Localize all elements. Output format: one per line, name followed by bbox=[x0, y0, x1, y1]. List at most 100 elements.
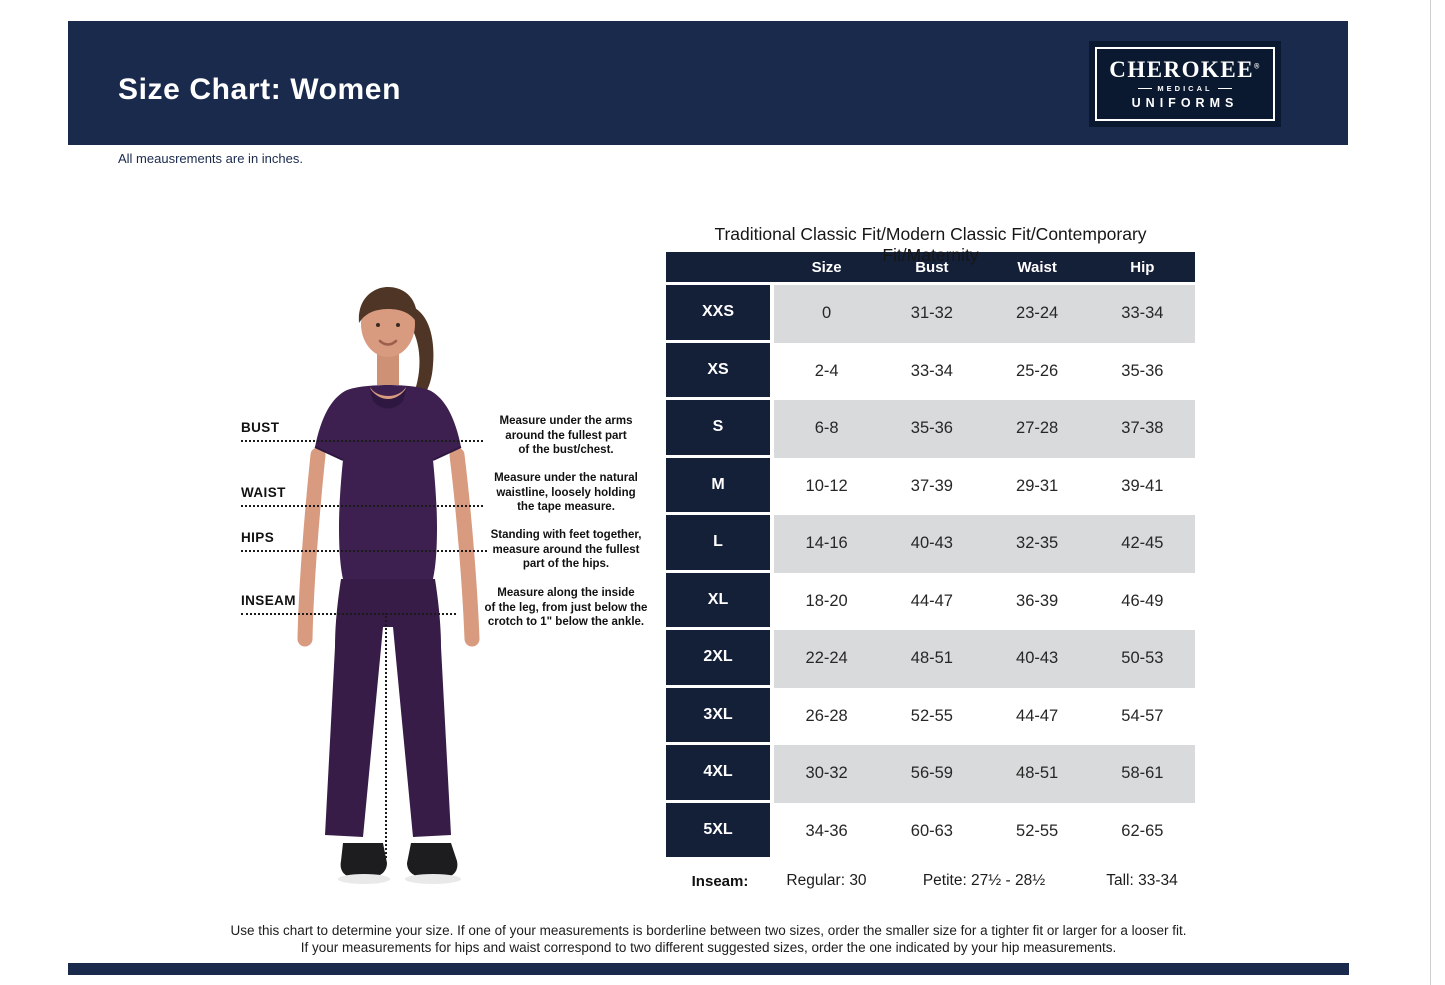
header-band: Size Chart: Women CHEROKEE® MEDICAL UNIF… bbox=[68, 21, 1348, 145]
size-name-cell: XS bbox=[666, 342, 770, 397]
bust-value-cell: 48-51 bbox=[910, 649, 953, 668]
instruction-inseam: Measure along the inside of the leg, fro… bbox=[484, 587, 648, 629]
v-neck-trim bbox=[369, 387, 407, 409]
measure-line-bust bbox=[241, 440, 483, 442]
bust-value-cell: 37-39 bbox=[910, 476, 953, 495]
table-row: L 14-16 40-43 32-35 42-45 bbox=[666, 515, 1195, 573]
measure-line-hips bbox=[241, 550, 487, 552]
waist-value-cell: 36-39 bbox=[1016, 591, 1059, 610]
measure-label-inseam: INSEAM bbox=[241, 593, 296, 608]
size-name-cell: S bbox=[666, 400, 770, 455]
waist-value-cell: 40-43 bbox=[1016, 649, 1059, 668]
table-row: 2XL 22-24 48-51 40-43 50-53 bbox=[666, 630, 1195, 688]
brand-logo-frame: CHEROKEE® MEDICAL UNIFORMS bbox=[1095, 47, 1275, 121]
left-sole bbox=[338, 874, 390, 884]
size-name-cell: M bbox=[666, 457, 770, 512]
logo-right-rule bbox=[1217, 88, 1232, 89]
col-header-bust: Bust bbox=[915, 258, 949, 276]
right-sole bbox=[405, 874, 461, 884]
table-row: XS 2-4 33-34 25-26 35-36 bbox=[666, 342, 1195, 401]
waist-value-cell: 23-24 bbox=[1016, 304, 1059, 323]
table-body: XXS 0 31-32 23-24 33-34 XS 2-4 33-34 25-… bbox=[666, 285, 1195, 860]
table-row: S 6-8 35-36 27-28 37-38 bbox=[666, 400, 1195, 458]
scrub-top bbox=[315, 385, 461, 579]
bust-value-cell: 44-47 bbox=[910, 591, 953, 610]
left-shoe bbox=[340, 843, 387, 877]
inseam-row: Inseam: Regular: 30 Petite: 27½ - 28½ Ta… bbox=[666, 868, 1195, 894]
smile bbox=[378, 339, 398, 346]
logo-brand-text: CHEROKEE® bbox=[1109, 58, 1261, 81]
size-name-cell: XXS bbox=[666, 285, 770, 340]
size-value-cell: 2-4 bbox=[814, 361, 839, 380]
size-value-cell: 10-12 bbox=[805, 476, 848, 495]
table-row: XL 18-20 44-47 36-39 46-49 bbox=[666, 572, 1195, 631]
hair bbox=[358, 287, 418, 323]
footer-note-line2: If your measurements for hips and waist … bbox=[300, 940, 1117, 955]
hip-value-cell: 39-41 bbox=[1121, 476, 1164, 495]
logo-left-rule bbox=[1138, 88, 1153, 89]
hair-front bbox=[359, 299, 417, 323]
table-row: 4XL 30-32 56-59 48-51 58-61 bbox=[666, 745, 1195, 803]
table-header-row: Size Bust Waist Hip bbox=[666, 252, 1195, 282]
size-value-cell: 14-16 bbox=[805, 534, 848, 553]
brand-logo: CHEROKEE® MEDICAL UNIFORMS bbox=[1090, 42, 1280, 126]
waist-value-cell: 25-26 bbox=[1016, 361, 1059, 380]
hip-value-cell: 46-49 bbox=[1121, 591, 1164, 610]
model-photo-illustration bbox=[297, 287, 480, 884]
logo-uniforms-text: UNIFORMS bbox=[1131, 96, 1239, 110]
page-title: Size Chart: Women bbox=[118, 73, 402, 106]
bust-value-cell: 52-55 bbox=[910, 706, 953, 725]
right-shoe bbox=[407, 843, 458, 877]
registered-mark: ® bbox=[1254, 63, 1261, 71]
inseam-regular: Regular: 30 bbox=[786, 872, 867, 889]
hip-value-cell: 42-45 bbox=[1121, 534, 1164, 553]
bust-value-cell: 35-36 bbox=[910, 419, 953, 438]
waist-value-cell: 29-31 bbox=[1016, 476, 1059, 495]
footer-note-line1: Use this chart to determine your size. I… bbox=[230, 923, 1187, 938]
waist-value-cell: 32-35 bbox=[1016, 534, 1059, 553]
table-row: 3XL 26-28 52-55 44-47 54-57 bbox=[666, 687, 1195, 746]
hip-value-cell: 37-38 bbox=[1121, 419, 1164, 438]
logo-medical-row: MEDICAL bbox=[1138, 84, 1232, 93]
footer-note: Use this chart to determine your size. I… bbox=[68, 922, 1349, 956]
measure-label-bust: BUST bbox=[241, 420, 280, 435]
size-name-cell: XL bbox=[666, 572, 770, 627]
right-arm bbox=[449, 447, 480, 647]
footer-bar bbox=[68, 963, 1349, 975]
hip-value-cell: 58-61 bbox=[1121, 764, 1164, 783]
instruction-waist: Measure under the natural waistline, loo… bbox=[494, 472, 638, 514]
table-row: XXS 0 31-32 23-24 33-34 bbox=[666, 285, 1195, 343]
instruction-bust: Measure under the arms around the fulles… bbox=[499, 415, 633, 457]
col-header-waist: Waist bbox=[1017, 258, 1057, 276]
inseam-tall: Tall: 33-34 bbox=[1106, 872, 1178, 889]
inseam-petite: Petite: 27½ - 28½ bbox=[922, 872, 1046, 889]
size-name-cell: 5XL bbox=[666, 802, 770, 857]
bust-value-cell: 40-43 bbox=[910, 534, 953, 553]
waist-value-cell: 48-51 bbox=[1016, 764, 1059, 783]
size-name-cell: 4XL bbox=[666, 745, 770, 800]
hip-value-cell: 54-57 bbox=[1121, 706, 1164, 725]
left-arm bbox=[297, 447, 326, 647]
size-value-cell: 30-32 bbox=[805, 764, 848, 783]
measure-line-inseam-vertical bbox=[385, 613, 387, 858]
size-table: Traditional Classic Fit/Modern Classic F… bbox=[666, 224, 1195, 860]
hip-value-cell: 62-65 bbox=[1121, 821, 1164, 840]
right-eye bbox=[396, 323, 400, 327]
bust-value-cell: 56-59 bbox=[910, 764, 953, 783]
logo-medical-text: MEDICAL bbox=[1157, 84, 1213, 93]
col-header-hip: Hip bbox=[1130, 258, 1155, 276]
scrub-pants bbox=[325, 579, 451, 837]
size-value-cell: 34-36 bbox=[805, 821, 848, 840]
size-value-cell: 0 bbox=[822, 304, 832, 323]
measure-line-waist bbox=[241, 505, 483, 507]
bust-value-cell: 33-34 bbox=[910, 361, 953, 380]
table-row: 5XL 34-36 60-63 52-55 62-65 bbox=[666, 802, 1195, 861]
measure-label-waist: WAIST bbox=[241, 485, 286, 500]
hip-value-cell: 33-34 bbox=[1121, 304, 1164, 323]
logo-brand-word: CHEROKEE bbox=[1109, 57, 1255, 82]
size-value-cell: 6-8 bbox=[814, 419, 839, 438]
size-value-cell: 18-20 bbox=[805, 591, 848, 610]
table-row: M 10-12 37-39 29-31 39-41 bbox=[666, 457, 1195, 516]
bust-value-cell: 31-32 bbox=[910, 304, 953, 323]
